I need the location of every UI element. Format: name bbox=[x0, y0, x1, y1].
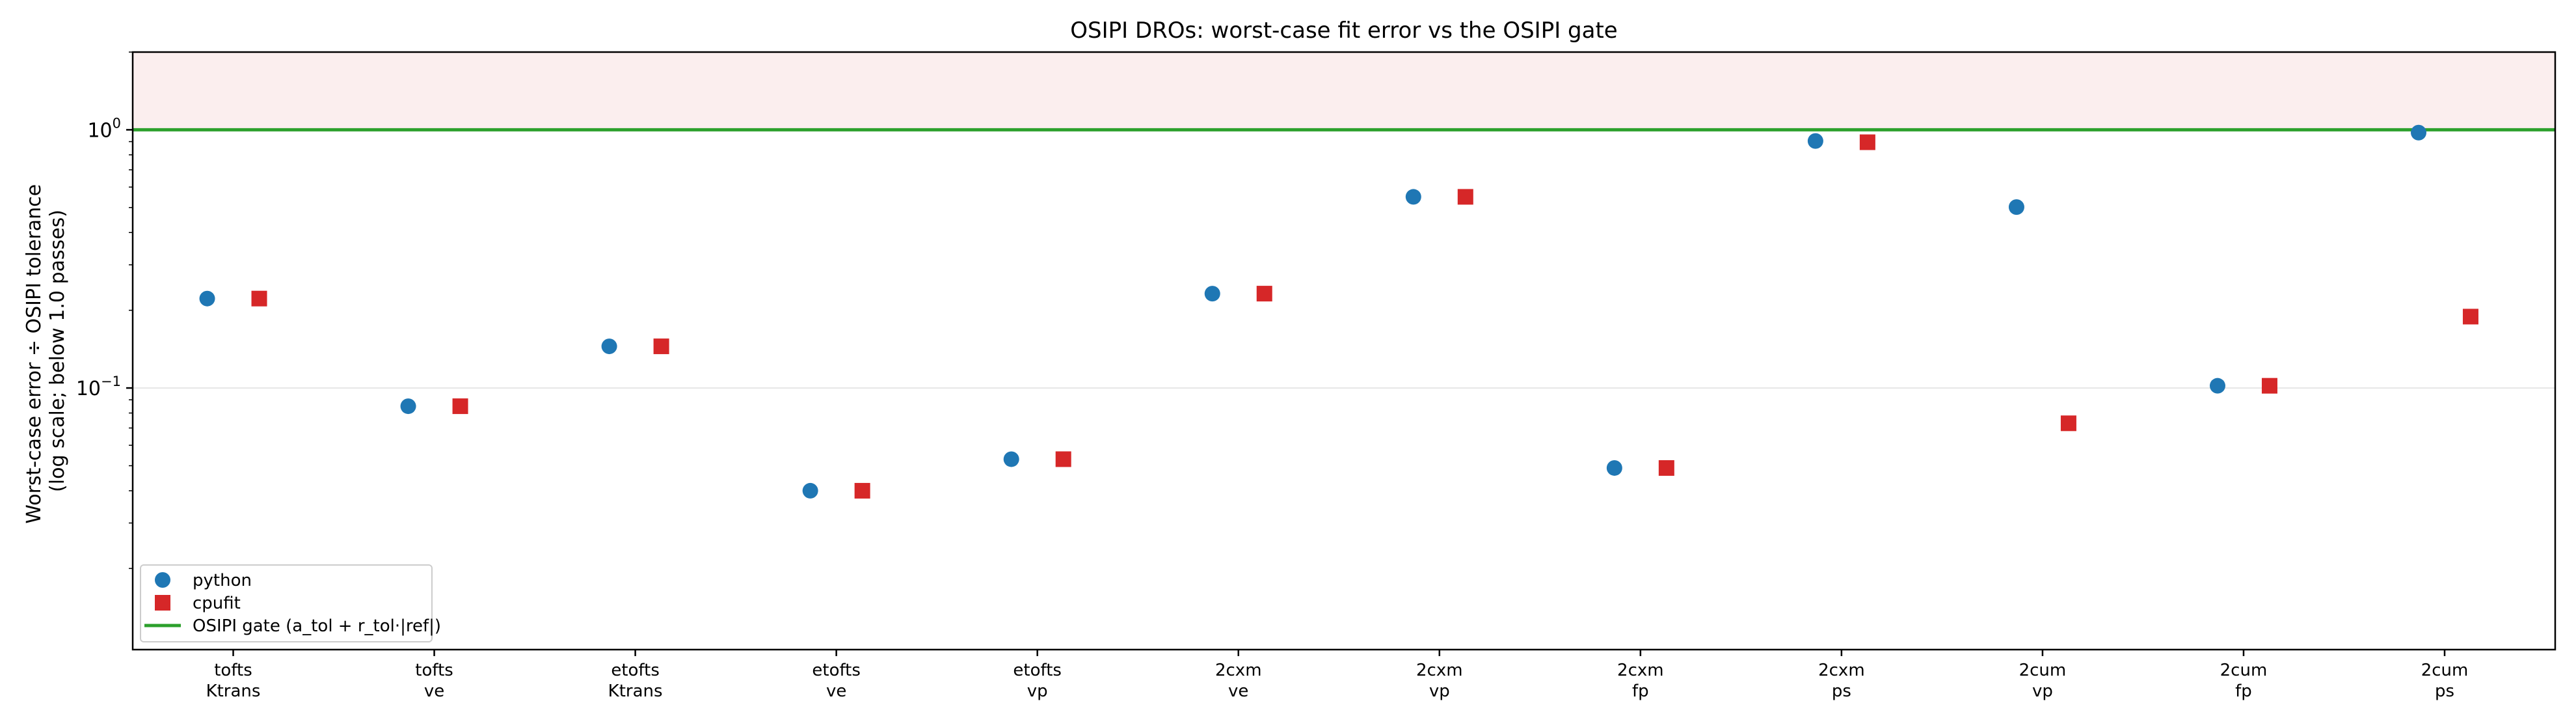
chart-title: OSIPI DROs: worst-case fit error vs the … bbox=[1070, 18, 1617, 44]
point-cpufit-8 bbox=[1859, 134, 1875, 150]
y-axis-label-line-1: Worst-case error ÷ OSIPI tolerance bbox=[23, 184, 46, 524]
legend-gate-label: OSIPI gate (a_tol + r_tol·|ref|) bbox=[193, 616, 441, 636]
data-points bbox=[199, 124, 2479, 499]
x-tick-label-3-0: etofts bbox=[812, 661, 861, 680]
x-tick-label-6-1: vp bbox=[1429, 682, 1450, 701]
x-tick-label-7-0: 2cxm bbox=[1617, 661, 1664, 680]
legend-box bbox=[140, 564, 433, 642]
x-tick-label-11-0: 2cum bbox=[2421, 661, 2469, 680]
x-tick-label-7-1: fp bbox=[1632, 682, 1649, 701]
point-cpufit-10 bbox=[2261, 378, 2277, 394]
point-python-6 bbox=[1405, 189, 1421, 205]
fail-region bbox=[133, 52, 2555, 130]
point-cpufit-9 bbox=[2060, 415, 2076, 432]
point-python-5 bbox=[1204, 286, 1220, 302]
point-cpufit-4 bbox=[1055, 451, 1071, 467]
point-python-3 bbox=[802, 482, 818, 499]
point-cpufit-3 bbox=[854, 482, 870, 499]
point-python-4 bbox=[1003, 451, 1019, 467]
point-cpufit-11 bbox=[2463, 309, 2479, 325]
y-axis-label-line-2: (log scale; below 1.0 passes) bbox=[46, 210, 69, 492]
point-python-2 bbox=[601, 338, 617, 355]
x-tick-label-10-1: fp bbox=[2235, 682, 2252, 701]
point-cpufit-5 bbox=[1256, 286, 1272, 302]
point-python-7 bbox=[1606, 460, 1622, 476]
legend: python cpufit OSIPI gate (a_tol + r_tol·|r… bbox=[140, 564, 441, 642]
x-ticks: tofts Ktrans tofts ve etofts Ktrans etofts ve et… bbox=[206, 650, 2469, 701]
legend-python-marker bbox=[155, 572, 170, 588]
x-tick-label-0-0: tofts bbox=[214, 661, 252, 680]
legend-cpufit-marker bbox=[155, 595, 170, 611]
point-python-8 bbox=[1807, 133, 1823, 149]
point-cpufit-0 bbox=[251, 290, 267, 307]
x-tick-label-9-1: vp bbox=[2032, 682, 2053, 701]
x-tick-label-0-1: Ktrans bbox=[206, 682, 261, 701]
x-tick-label-2-1: Ktrans bbox=[608, 682, 663, 701]
x-tick-label-6-0: 2cxm bbox=[1416, 661, 1463, 680]
x-tick-label-11-1: ps bbox=[2435, 682, 2454, 701]
x-tick-label-5-1: ve bbox=[1228, 682, 1248, 701]
x-tick-label-4-0: etofts bbox=[1013, 661, 1062, 680]
point-cpufit-6 bbox=[1457, 189, 1473, 205]
x-tick-label-8-1: ps bbox=[1832, 682, 1851, 701]
point-python-9 bbox=[2008, 199, 2024, 215]
y-axis-label: Worst-case error ÷ OSIPI tolerance (log … bbox=[23, 178, 69, 523]
legend-python-label: python bbox=[193, 571, 252, 590]
point-python-10 bbox=[2209, 378, 2225, 394]
x-tick-label-9-0: 2cum bbox=[2019, 661, 2067, 680]
y-tick-label-1: 10−1 bbox=[76, 374, 121, 400]
x-tick-label-1-0: tofts bbox=[415, 661, 453, 680]
x-tick-label-5-0: 2cxm bbox=[1215, 661, 1262, 680]
point-python-11 bbox=[2411, 124, 2427, 141]
x-tick-label-2-0: etofts bbox=[611, 661, 660, 680]
x-tick-label-1-1: ve bbox=[424, 682, 444, 701]
x-tick-label-4-1: vp bbox=[1027, 682, 1048, 701]
x-tick-label-8-0: 2cxm bbox=[1818, 661, 1865, 680]
x-tick-label-3-1: ve bbox=[826, 682, 846, 701]
point-cpufit-2 bbox=[653, 338, 669, 355]
point-cpufit-7 bbox=[1658, 460, 1674, 476]
point-cpufit-1 bbox=[452, 398, 468, 415]
y-ticks: 100 10−1 bbox=[76, 51, 133, 570]
legend-cpufit-label: cpufit bbox=[193, 594, 241, 613]
y-tick-label-0: 100 bbox=[87, 115, 121, 142]
axes-frame bbox=[131, 51, 2556, 651]
point-python-0 bbox=[199, 290, 215, 307]
x-tick-label-10-0: 2cum bbox=[2220, 661, 2268, 680]
point-python-1 bbox=[400, 398, 416, 415]
